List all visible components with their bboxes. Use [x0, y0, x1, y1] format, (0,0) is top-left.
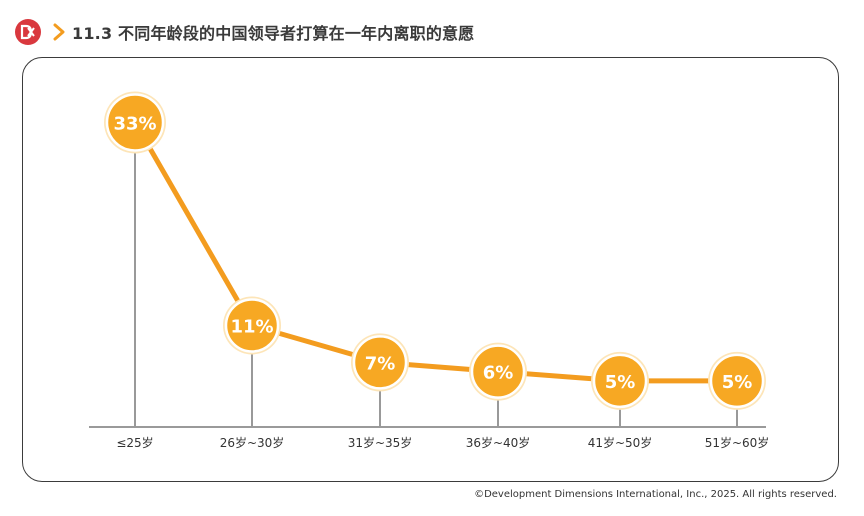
header: 11.3 不同年龄段的中国领导者打算在一年内离职的意愿 — [14, 12, 474, 52]
data-label: 5% — [605, 372, 636, 393]
chart-card: 33% 11% 7% 6% 5% 5% ≤25岁 26岁~30岁 31岁~35岁 36岁~40岁 4… — [22, 57, 839, 482]
data-point — [592, 353, 648, 409]
data-label: 33% — [113, 113, 156, 134]
data-label: 5% — [722, 372, 753, 393]
copyright-footer: ©Development Dimensions International, I… — [474, 489, 837, 500]
data-label: 11% — [230, 316, 273, 337]
data-point — [105, 93, 165, 152]
line-chart: 33% 11% 7% 6% 5% 5% ≤25岁 26岁~30岁 31岁~35岁 36岁~40岁 4… — [89, 91, 770, 450]
ddi-logo-icon — [15, 19, 41, 45]
x-tick-label: 26岁~30岁 — [220, 435, 285, 450]
x-tick-label: 31岁~35岁 — [348, 435, 413, 450]
page-title: 11.3 不同年龄段的中国领导者打算在一年内离职的意愿 — [72, 24, 475, 43]
data-label: 7% — [365, 353, 396, 374]
data-point — [352, 335, 408, 390]
data-label: 6% — [483, 363, 514, 384]
x-tick-label: 51岁~60岁 — [705, 435, 770, 450]
series-line — [132, 119, 740, 384]
x-tick-label: 36岁~40岁 — [466, 435, 531, 450]
chevron-right-icon — [53, 23, 65, 41]
data-point — [470, 344, 526, 399]
x-tick-label: 41岁~50岁 — [588, 435, 653, 450]
data-point — [224, 298, 280, 353]
data-point — [709, 353, 765, 409]
x-tick-label: ≤25岁 — [116, 435, 153, 450]
